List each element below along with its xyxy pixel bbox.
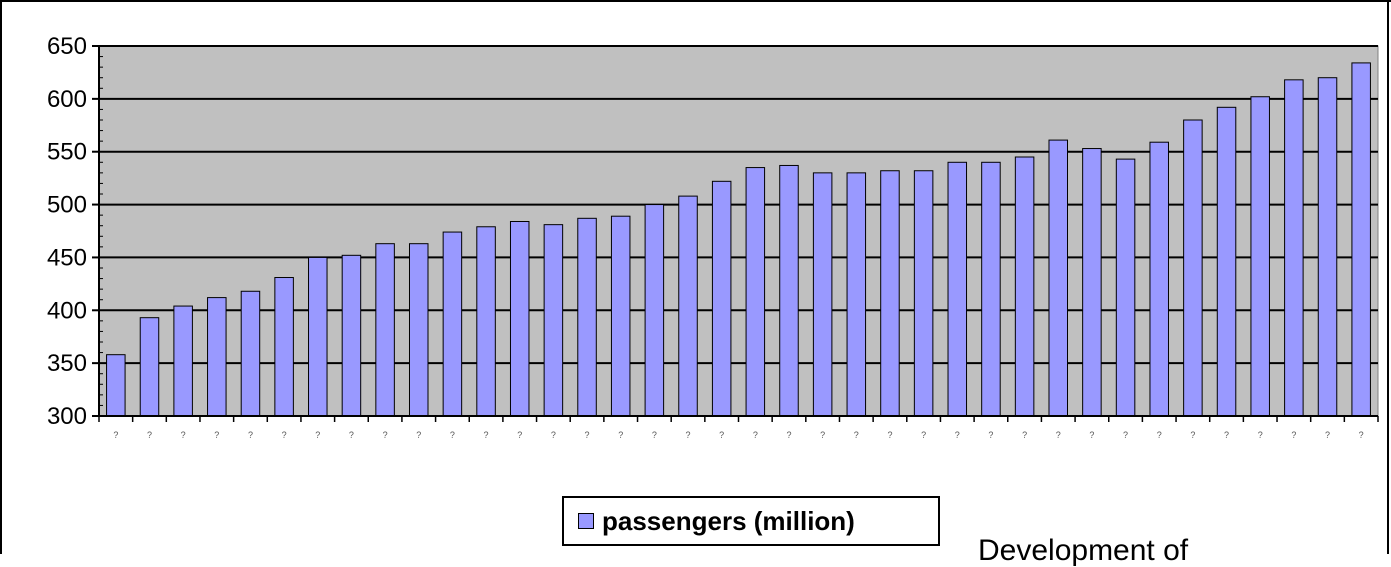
legend-swatch (578, 513, 594, 529)
y-tick-label: 350 (47, 350, 87, 377)
bar (1183, 119, 1203, 417)
bar (678, 195, 698, 417)
bar (240, 290, 261, 417)
x-tick-label: ? (1022, 430, 1027, 440)
x-tick-label: ? (820, 430, 825, 440)
bar (711, 180, 732, 417)
frame-border-right (1387, 0, 1389, 554)
y-tick-label: 550 (47, 139, 87, 166)
bar (1115, 158, 1136, 417)
bar (274, 277, 294, 417)
x-tick-label: ? (652, 430, 657, 440)
x-tick-label: ? (618, 430, 623, 440)
bar (913, 170, 934, 417)
x-tick-label: ? (753, 430, 758, 440)
bar (308, 256, 328, 417)
bar (375, 243, 395, 417)
y-tick-label: 600 (47, 86, 87, 113)
x-tick-label: ? (181, 430, 186, 440)
legend-label: passengers (million) (602, 505, 855, 536)
y-axis-ticks: 300 350 400 450 500 550 600 650 (47, 33, 103, 430)
x-tick-label: ? (147, 430, 152, 440)
bar (139, 317, 160, 417)
bar (1317, 77, 1338, 417)
x-tick-label: ? (214, 430, 219, 440)
legend: passengers (million) (562, 496, 940, 546)
bar (745, 167, 766, 417)
bar (543, 224, 564, 417)
x-tick-label: ? (551, 430, 556, 440)
bar (1014, 156, 1035, 417)
frame-border-top (0, 0, 1391, 2)
bar (779, 164, 799, 417)
x-tick-label: ? (1089, 430, 1094, 440)
bar (476, 226, 496, 417)
x-tick-label: ? (484, 430, 489, 440)
x-tick-label: ? (383, 430, 388, 440)
y-tick-label: 450 (47, 244, 87, 271)
x-tick-label: ? (282, 430, 287, 440)
bar (610, 215, 631, 417)
x-tick-label: ? (955, 430, 960, 440)
x-tick-label: ? (1359, 430, 1364, 440)
bar (1082, 148, 1102, 417)
bar-chart: 300 350 400 450 500 550 600 650 ???????????????… (47, 33, 1379, 440)
x-tick-label: ? (854, 430, 859, 440)
x-tick-label: ? (719, 430, 724, 440)
x-tick-label: ? (1325, 430, 1330, 440)
x-tick-label: ? (921, 430, 926, 440)
bar (509, 220, 530, 417)
x-tick-label: ? (1056, 430, 1061, 440)
frame-border-left (0, 0, 2, 554)
x-tick-label: ? (1291, 430, 1296, 440)
bar (846, 172, 867, 417)
y-tick-label: 400 (47, 297, 87, 324)
y-tick-label: 500 (47, 192, 87, 219)
x-tick-label: ? (1224, 430, 1229, 440)
bar (1048, 139, 1068, 417)
x-tick-label: ? (450, 430, 455, 440)
x-tick-label: ? (988, 430, 993, 440)
x-tick-label: ? (786, 430, 791, 440)
x-tick-label: ? (416, 430, 421, 440)
x-tick-label: ? (517, 430, 522, 440)
bar (1250, 96, 1270, 417)
bar (442, 231, 463, 417)
x-tick-label: ? (686, 430, 691, 440)
x-tick-label: ? (113, 430, 118, 440)
bar (1149, 141, 1169, 417)
bar (341, 254, 362, 417)
bar (1284, 79, 1304, 417)
bar (173, 305, 193, 417)
bar (577, 217, 597, 417)
bar (644, 204, 665, 417)
x-axis-ticks: ?????????????????????????????????????? (98, 416, 1379, 440)
x-tick-label: ? (1157, 430, 1162, 440)
bar (981, 161, 1001, 417)
bar (1351, 62, 1371, 417)
x-tick-label: ? (887, 430, 892, 440)
bar (947, 161, 968, 417)
x-tick-label: ? (1123, 430, 1128, 440)
bar (408, 243, 429, 417)
y-tick-label: 300 (47, 403, 87, 430)
x-tick-label: ? (349, 430, 354, 440)
bar (812, 172, 833, 417)
x-tick-label: ? (585, 430, 590, 440)
y-tick-label: 650 (47, 33, 87, 60)
x-tick-label: ? (315, 430, 320, 440)
x-tick-label: ? (1190, 430, 1195, 440)
footer-text: Development of (978, 534, 1189, 567)
bar (880, 170, 900, 417)
x-tick-label: ? (1258, 430, 1263, 440)
bar (106, 354, 126, 417)
bar (207, 297, 227, 417)
bar (1216, 106, 1237, 417)
x-tick-label: ? (248, 430, 253, 440)
